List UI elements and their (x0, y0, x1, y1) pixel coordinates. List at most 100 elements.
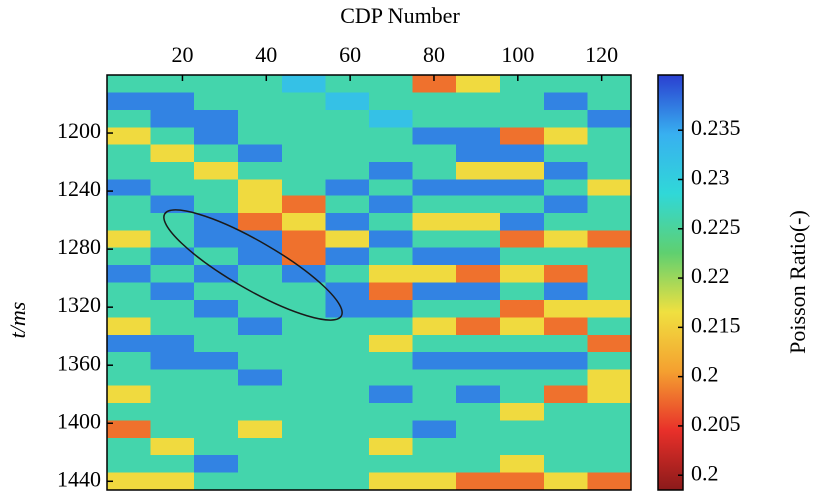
heatmap-cell (281, 75, 326, 93)
y-tick-label: 1240 (57, 176, 101, 201)
heatmap-cell (107, 420, 152, 439)
heatmap-cell (238, 144, 283, 163)
heatmap-cell (107, 92, 152, 111)
heatmap-cell (325, 420, 370, 439)
heatmap-cell (281, 299, 326, 318)
heatmap-cell (107, 334, 152, 353)
heatmap-cell (281, 195, 326, 214)
heatmap-cell (587, 127, 632, 146)
heatmap-cell (587, 455, 632, 474)
heatmap-cell (281, 92, 326, 111)
heatmap-cell (238, 385, 283, 404)
heatmap-cell (543, 92, 588, 111)
heatmap-cell (368, 472, 414, 491)
heatmap-cell (325, 75, 370, 93)
heatmap-cell (368, 352, 414, 371)
heatmap-cell (281, 402, 326, 421)
heatmap-cell (412, 334, 457, 353)
colorbar-tick-label: 0.215 (691, 312, 741, 337)
heatmap-cell (107, 455, 152, 474)
heatmap-cell (281, 369, 326, 388)
heatmap-cell (238, 179, 283, 198)
heatmap-cell (107, 162, 152, 180)
colorbar-tick-label: 0.23 (691, 165, 730, 190)
heatmap-cell (194, 92, 239, 111)
heatmap-cell (412, 195, 457, 214)
heatmap-cell (150, 230, 195, 249)
heatmap-cell (368, 385, 414, 404)
y-tick-label: 1400 (57, 408, 101, 433)
y-tick-label: 1360 (57, 350, 101, 375)
heatmap-cell (500, 179, 545, 198)
heatmap-cell (412, 437, 457, 456)
heatmap-cell (150, 402, 195, 421)
heatmap-cell (456, 75, 501, 93)
heatmap-cell (107, 472, 152, 491)
heatmap-cell (368, 127, 414, 146)
heatmap-cell (194, 437, 239, 456)
heatmap-cell (368, 179, 414, 198)
heatmap-cell (587, 195, 632, 214)
heatmap-cell (543, 334, 588, 353)
heatmap-cell (500, 299, 545, 318)
heatmap-cell (238, 265, 283, 283)
heatmap-cell (456, 109, 501, 128)
heatmap-cell (107, 230, 152, 249)
heatmap-cell (107, 144, 152, 163)
heatmap-cell (150, 420, 195, 439)
heatmap-cell (456, 127, 501, 146)
heatmap-cell (281, 472, 326, 491)
heatmap-cell (150, 334, 195, 353)
x-tick-label: 100 (501, 42, 534, 67)
heatmap-cell (500, 385, 545, 404)
heatmap-cell (150, 437, 195, 456)
heatmap-cell (456, 247, 501, 266)
heatmap-cell (150, 472, 195, 491)
heatmap-cell (150, 195, 195, 214)
heatmap-cell (500, 144, 545, 163)
heatmap-cell (325, 92, 370, 111)
heatmap-cell (107, 195, 152, 214)
heatmap-cell (281, 247, 326, 266)
heatmap-cell (543, 144, 588, 163)
heatmap-cell (107, 75, 152, 93)
heatmap-cell (412, 247, 457, 266)
heatmap-cell (412, 299, 457, 318)
heatmap-cell (456, 265, 501, 283)
heatmap-cell (238, 472, 283, 491)
heatmap-cell (456, 352, 501, 371)
heatmap-cell (543, 369, 588, 388)
heatmap-cell (238, 402, 283, 421)
y-axis-label: t/ms (5, 302, 30, 339)
heatmap-cell (500, 282, 545, 301)
heatmap-cell (587, 162, 632, 180)
heatmap-cell (587, 472, 632, 491)
heatmap-cell (543, 402, 588, 421)
heatmap-cell (368, 109, 414, 128)
heatmap-cell (368, 195, 414, 214)
heatmap-cell (543, 265, 588, 283)
heatmap-cell (456, 162, 501, 180)
heatmap-cell (587, 437, 632, 456)
heatmap-cell (368, 212, 414, 231)
heatmap-cell (194, 420, 239, 439)
colorbar-tick-label: 0.2 (691, 362, 719, 387)
heatmap-cell (368, 369, 414, 388)
heatmap-cell (325, 144, 370, 163)
heatmap-cell (194, 144, 239, 163)
heatmap-cell (325, 162, 370, 180)
colorbar-tick-label: 0.22 (691, 263, 730, 288)
heatmap-cell (194, 265, 239, 283)
heatmap-cell (150, 247, 195, 266)
y-tick-label: 1440 (57, 466, 101, 491)
heatmap-cell (325, 472, 370, 491)
heatmap-cell (107, 299, 152, 318)
plot-frame (106, 74, 632, 491)
heatmap-cell (456, 317, 501, 336)
heatmap-cell (238, 317, 283, 336)
heatmap-cell (587, 299, 632, 318)
heatmap-cell (150, 352, 195, 371)
heatmap-cell (543, 455, 588, 474)
heatmap-cell (107, 127, 152, 146)
heatmap-cell (587, 230, 632, 249)
